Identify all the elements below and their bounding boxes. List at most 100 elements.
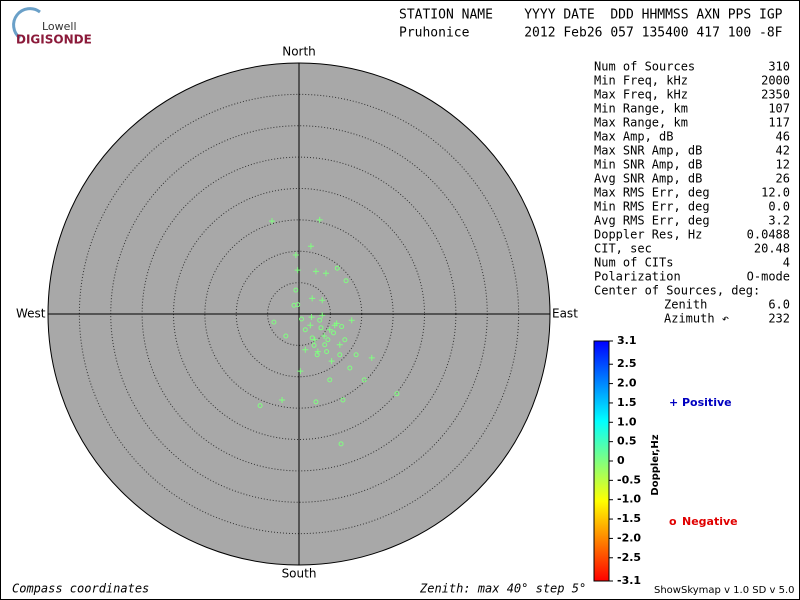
source-positive	[316, 216, 323, 223]
source-positive	[307, 243, 314, 250]
stat-label: Max Range, km	[594, 116, 688, 130]
source-negative	[299, 316, 305, 322]
stat-label: Azimuth ↶	[664, 312, 729, 326]
source-negative	[334, 265, 340, 271]
stat-label: Doppler Res, Hz	[594, 228, 702, 242]
source-negative	[309, 335, 315, 341]
source-positive	[294, 267, 301, 274]
stat-value: 310	[768, 60, 790, 74]
colorbar-tick-label: -2.0	[617, 531, 641, 544]
stat-label: Max RMS Err, deg	[594, 186, 710, 200]
stat-value: 232	[768, 312, 790, 326]
source-positive	[292, 252, 299, 259]
source-negative	[339, 324, 345, 330]
source-negative	[337, 352, 343, 358]
source-negative	[317, 317, 323, 323]
source-positive	[309, 295, 316, 302]
stat-label: CIT, sec	[594, 242, 652, 256]
colorbar-tick-label: 0	[617, 454, 625, 467]
footer-left: Compass coordinates	[12, 582, 149, 596]
stat-value: 4	[783, 256, 790, 270]
logo-bottom: DIGISONDE	[16, 33, 92, 47]
stat-value: 107	[768, 102, 790, 116]
source-positive	[319, 312, 326, 319]
direction-label: North	[282, 45, 316, 59]
source-positive	[279, 396, 286, 403]
source-negative	[340, 397, 346, 403]
stat-label: Min RMS Err, deg	[594, 200, 710, 214]
stat-value: 6.0	[768, 298, 790, 312]
source-positive	[297, 368, 304, 375]
source-positive	[348, 317, 355, 324]
source-negative	[271, 319, 277, 325]
source-negative	[293, 287, 299, 293]
source-negative	[353, 352, 359, 358]
colorbar-label: Doppler,Hz	[650, 434, 661, 495]
colorbar-tick-label: 2.5	[617, 357, 637, 370]
source-negative	[318, 325, 324, 331]
stat-label: Min SNR Amp, dB	[594, 158, 702, 172]
source-positive	[308, 314, 315, 321]
stat-label: Zenith	[664, 298, 707, 312]
colorbar-tick-label: -1.5	[617, 512, 641, 525]
colorbar-tick-label: 2.0	[617, 377, 637, 390]
source-negative	[343, 278, 349, 284]
stat-value: 0.0488	[747, 228, 790, 242]
source-negative	[295, 302, 301, 308]
source-positive	[328, 358, 335, 365]
stat-label: Min Range, km	[594, 102, 688, 116]
logo-top: Lowell	[42, 20, 77, 33]
stat-label: Max Freq, kHz	[594, 88, 688, 102]
source-negative	[327, 377, 333, 383]
source-negative	[314, 352, 320, 358]
source-negative	[347, 365, 353, 371]
source-positive	[312, 268, 319, 275]
colorbar-tick-label: -1.0	[617, 493, 641, 506]
stat-label: Avg SNR Amp, dB	[594, 172, 702, 186]
legend-label: Negative	[682, 515, 738, 528]
stat-value: 12	[776, 158, 790, 172]
source-positive	[321, 332, 328, 339]
source-negative	[338, 441, 344, 447]
header-line: Pruhonice 2012 Feb26 057 135400 417 100 …	[399, 26, 783, 41]
source-negative	[283, 333, 289, 339]
colorbar-tick-label: 3.1	[617, 334, 637, 347]
source-positive	[319, 297, 326, 304]
stat-value: 2000	[761, 74, 790, 88]
stat-label: Num of CITs	[594, 256, 673, 270]
colorbar-tick-label: -2.5	[617, 551, 641, 564]
source-negative	[311, 342, 317, 348]
colorbar-tick-label: -0.5	[617, 473, 641, 486]
stat-label: Min Freq, kHz	[594, 74, 688, 88]
direction-label: West	[16, 307, 46, 321]
stat-value: 42	[776, 144, 790, 158]
footer-middle: Zenith: max 40° step 5°	[419, 582, 586, 596]
footer-right: ShowSkymap v 1.0 SD v 5.0	[654, 585, 794, 596]
source-negative	[257, 403, 263, 409]
stat-value: O-mode	[747, 270, 790, 284]
direction-label: East	[552, 307, 578, 321]
colorbar-tick-label: 0.5	[617, 435, 637, 448]
stat-label: Polarization	[594, 270, 681, 284]
source-negative	[361, 377, 367, 383]
source-positive	[336, 341, 343, 348]
source-negative	[313, 399, 319, 405]
stat-value: 12.0	[761, 186, 790, 200]
stat-label: Center of Sources, deg:	[594, 284, 760, 298]
colorbar-tick-label: 1.0	[617, 415, 637, 428]
logo-arc	[12, 7, 41, 40]
source-positive	[269, 218, 276, 225]
source-positive	[307, 322, 314, 329]
legend-marker: +	[669, 396, 678, 409]
source-negative	[331, 330, 337, 336]
stat-value: 2350	[761, 88, 790, 102]
header-line: STATION NAME YYYY DATE DDD HHMMSS AXN PP…	[399, 8, 783, 23]
colorbar-tick-label: 1.5	[617, 396, 637, 409]
colorbar	[593, 340, 610, 582]
legend-label: Positive	[682, 396, 732, 409]
stat-label: Max Amp, dB	[594, 130, 673, 144]
stat-value: 117	[768, 116, 790, 130]
source-negative	[322, 342, 328, 348]
source-positive	[322, 270, 329, 277]
